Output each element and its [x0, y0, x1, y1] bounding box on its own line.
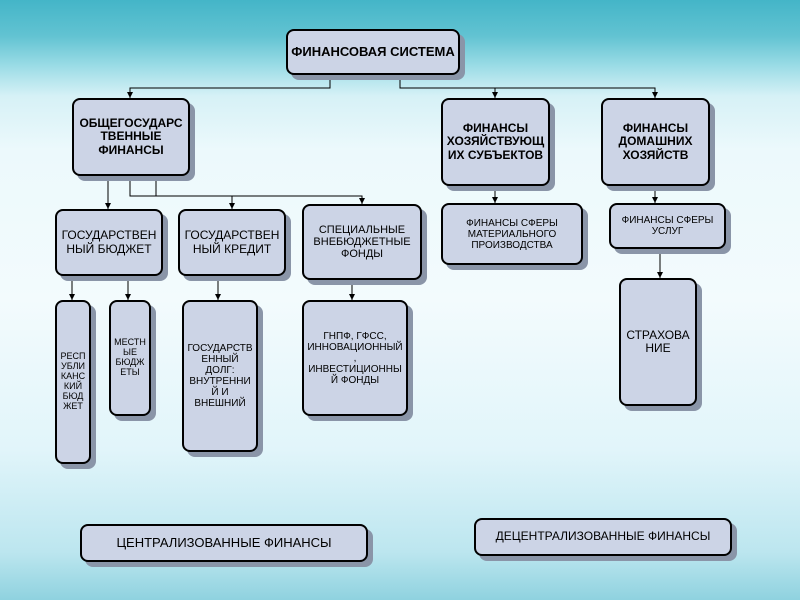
node-household: ФИНАНСЫ ДОМАШНИХ ХОЗЯЙСТВ: [601, 98, 710, 186]
node-label: ГОСУДАРСТВЕННЫЙ ДОЛГ: ВНУТРЕННИЙ И ВНЕШН…: [186, 343, 254, 409]
node-label: ЦЕНТРАЛИЗОВАННЫЕ ФИНАНСЫ: [116, 536, 331, 550]
node-label: ГОСУДАРСТВЕННЫЙ БЮДЖЕТ: [59, 229, 159, 255]
node-label: ФИНАНСЫ СФЕРЫ МАТЕРИАЛЬНОГО ПРОИЗВОДСТВА: [445, 218, 579, 251]
node-decentral: ДЕЦЕНТРАЛИЗОВАННЫЕ ФИНАНСЫ: [474, 518, 732, 556]
node-label: ФИНАНСЫ СФЕРЫ УСЛУГ: [613, 215, 722, 237]
node-state: ОБЩЕГОСУДАРСТВЕННЫЕ ФИНАНСЫ: [72, 98, 190, 176]
node-funds: СПЕЦИАЛЬНЫЕ ВНЕБЮДЖЕТНЫЕ ФОНДЫ: [302, 204, 422, 280]
node-debt: ГОСУДАРСТВЕННЫЙ ДОЛГ: ВНУТРЕННИЙ И ВНЕШН…: [182, 300, 258, 452]
node-services: ФИНАНСЫ СФЕРЫ УСЛУГ: [609, 203, 726, 249]
node-root: ФИНАНСОВАЯ СИСТЕМА: [286, 29, 460, 75]
node-label: ГОСУДАРСТВЕННЫЙ КРЕДИТ: [182, 229, 282, 255]
node-label: РЕСПУБЛИКАНСКИЙ БЮДЖЕТ: [59, 352, 87, 411]
node-label: ОБЩЕГОСУДАРСТВЕННЫЕ ФИНАНСЫ: [76, 117, 186, 157]
node-label: СПЕЦИАЛЬНЫЕ ВНЕБЮДЖЕТНЫЕ ФОНДЫ: [306, 224, 418, 260]
node-central: ЦЕНТРАЛИЗОВАННЫЕ ФИНАНСЫ: [80, 524, 368, 562]
node-business: ФИНАНСЫ ХОЗЯЙСТВУЮЩИХ СУБЪЕКТОВ: [441, 98, 550, 186]
node-insurance: СТРАХОВАНИЕ: [619, 278, 697, 406]
diagram-canvas: ФИНАНСОВАЯ СИСТЕМА ОБЩЕГОСУДАРСТВЕННЫЕ ФИ…: [0, 0, 800, 600]
node-label: ФИНАНСЫ ХОЗЯЙСТВУЮЩИХ СУБЪЕКТОВ: [445, 122, 546, 162]
node-label: ДЕЦЕНТРАЛИЗОВАННЫЕ ФИНАНСЫ: [496, 530, 711, 543]
node-material: ФИНАНСЫ СФЕРЫ МАТЕРИАЛЬНОГО ПРОИЗВОДСТВА: [441, 203, 583, 265]
node-local: МЕСТНЫЕ БЮДЖЕТЫ: [109, 300, 151, 416]
node-label: СТРАХОВАНИЕ: [623, 329, 693, 355]
node-label: ФИНАНСОВАЯ СИСТЕМА: [291, 45, 455, 59]
node-label: ФИНАНСЫ ДОМАШНИХ ХОЗЯЙСТВ: [605, 122, 706, 162]
node-label: ГНПФ, ГФСС, ИННОВАЦИОННЫЙ, ИНВЕСТИЦИОННЫ…: [306, 331, 404, 386]
node-repbudget: РЕСПУБЛИКАНСКИЙ БЮДЖЕТ: [55, 300, 91, 464]
node-label: МЕСТНЫЕ БЮДЖЕТЫ: [113, 338, 147, 378]
node-gcredit: ГОСУДАРСТВЕННЫЙ КРЕДИТ: [178, 209, 286, 276]
node-gbudget: ГОСУДАРСТВЕННЫЙ БЮДЖЕТ: [55, 209, 163, 276]
node-gnpf: ГНПФ, ГФСС, ИННОВАЦИОННЫЙ, ИНВЕСТИЦИОННЫ…: [302, 300, 408, 416]
